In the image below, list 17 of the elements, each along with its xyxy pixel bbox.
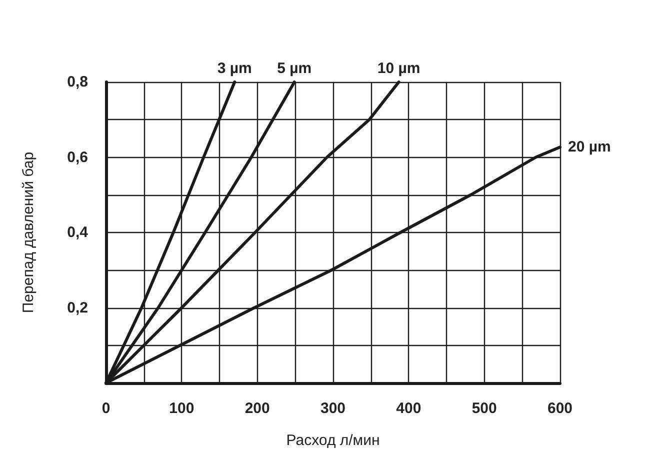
series-label: 10 µm [377, 60, 420, 77]
x-axis-title: Расход л/мин [286, 432, 380, 449]
x-tick-label: 200 [244, 400, 270, 417]
x-tick-label: 100 [169, 400, 194, 417]
y-tick-label: 0,8 [67, 74, 88, 90]
y-tick-label: 0,6 [67, 148, 88, 166]
x-tick-label: 0 [102, 400, 110, 417]
x-tick-label: 500 [472, 400, 497, 417]
y-tick-label: 0,4 [67, 224, 89, 241]
y-axis-title: Перепад давлений бар [20, 152, 37, 314]
x-tick-label: 600 [547, 400, 573, 417]
x-tick-label: 400 [396, 400, 422, 417]
series-label: 3 µm [217, 60, 252, 77]
x-tick-label: 300 [320, 400, 346, 417]
y-tick-label: 0,2 [67, 299, 88, 316]
series-label: 20 µm [568, 138, 611, 156]
series-label: 5 µm [277, 60, 312, 77]
